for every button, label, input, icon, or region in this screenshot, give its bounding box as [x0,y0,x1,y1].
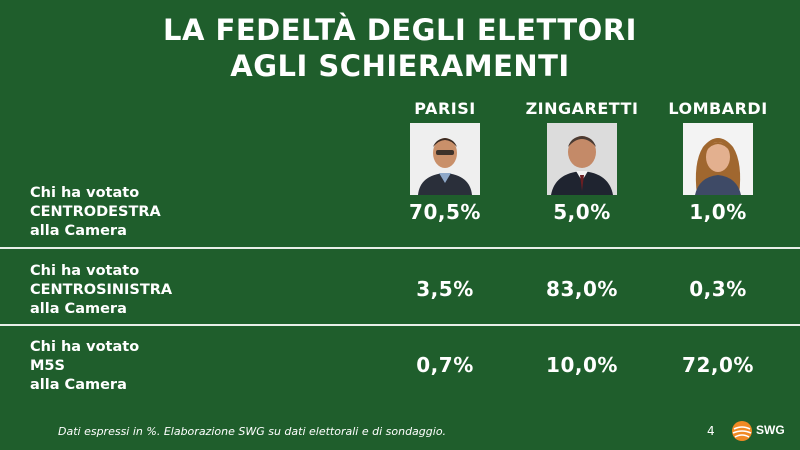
value-cell: 70,5% [409,200,481,224]
candidate-name: PARISI [414,99,476,118]
row-divider [0,324,800,326]
row-divider [0,247,800,249]
value-cell: 1,0% [689,200,747,224]
row-label-line: Chi ha votato [30,339,140,355]
swg-logo: SWG [730,419,790,443]
value-cell: 0,3% [689,277,747,301]
value-cell: 0,7% [416,353,474,377]
row-label-centrosinistra: Chi ha votato CENTROSINISTRA alla Camera [30,262,172,319]
row-label-line: Chi ha votato [30,263,140,279]
candidate-photo [547,123,617,195]
row-label-m5s: Chi ha votato M5S alla Camera [30,338,139,395]
swg-logo-text: SWG [756,423,785,437]
title-line-1: LA FEDELTÀ DEGLI ELETTORI [163,13,637,47]
candidate-name: ZINGARETTI [525,99,639,118]
candidate-zingaretti: ZINGARETTI [522,98,642,195]
candidate-photo [410,123,480,195]
page-number: 4 [707,424,715,438]
row-label-line: alla Camera [30,301,127,317]
value-cell: 83,0% [546,277,618,301]
candidate-parisi: PARISI [385,98,505,195]
row-label-line: M5S [30,358,65,374]
candidate-name: LOMBARDI [668,99,768,118]
candidate-photo [683,123,753,195]
candidate-lombardi: LOMBARDI [658,98,778,195]
row-label-line: CENTROSINISTRA [30,282,173,298]
source-note: Dati espressi in %. Elaborazione SWG su … [58,425,447,438]
row-label-line: CENTRODESTRA [30,204,161,220]
value-cell: 5,0% [553,200,611,224]
row-label-centrodestra: Chi ha votato CENTRODESTRA alla Camera [30,184,161,241]
slide-title: LA FEDELTÀ DEGLI ELETTORI AGLI SCHIERAME… [0,12,800,84]
value-cell: 72,0% [682,353,754,377]
value-cell: 3,5% [416,277,474,301]
row-label-line: alla Camera [30,377,127,393]
title-line-2: AGLI SCHIERAMENTI [230,49,570,83]
value-cell: 10,0% [546,353,618,377]
swg-logo-icon [732,421,752,441]
row-label-line: alla Camera [30,223,127,239]
row-label-line: Chi ha votato [30,185,140,201]
